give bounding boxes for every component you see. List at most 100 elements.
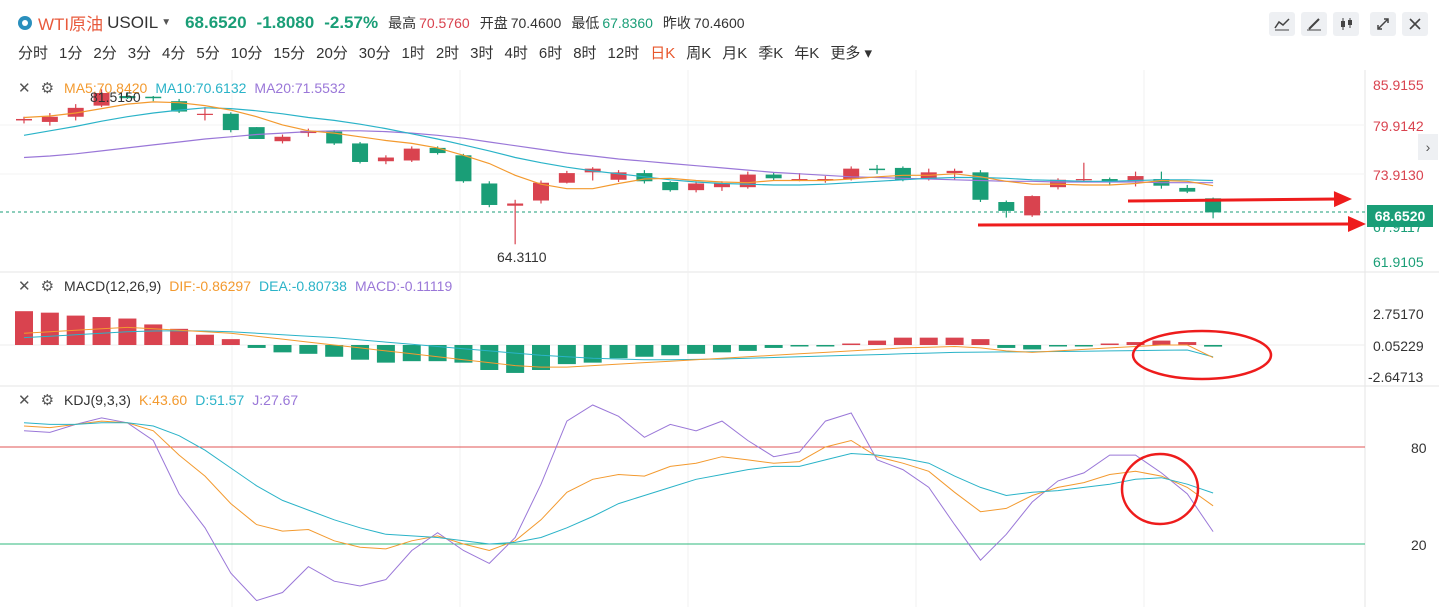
annotation-arrow-upper-head — [1333, 191, 1352, 208]
header-bar: WTI原油 USOIL ▼ 68.6520 -1.8080 -2.57% 最高 … — [0, 0, 1439, 40]
low-price-annotation: 64.3110 — [497, 249, 547, 265]
period-5[interactable]: 5分 — [196, 45, 220, 62]
chevron-right-icon[interactable]: › — [1418, 134, 1438, 160]
macd-bar-11 — [299, 345, 318, 354]
macd-bar-39 — [1023, 345, 1042, 350]
symbol-name[interactable]: WTI原油 — [38, 15, 104, 34]
period-9[interactable]: 30分 — [358, 45, 391, 62]
macd-bar-27 — [712, 345, 731, 353]
period-17[interactable]: 日K — [650, 45, 676, 62]
macd-bar-21 — [557, 345, 576, 365]
close-kdj-icon[interactable]: ✕ — [18, 392, 31, 409]
macd-dif-legend: DIF:-0.86297 — [169, 278, 252, 294]
period-20[interactable]: 季K — [758, 45, 784, 62]
period-14[interactable]: 6时 — [538, 45, 563, 62]
kdj-title: KDJ(9,3,3) — [64, 392, 131, 408]
macd-hist-legend: MACD:-0.11119 — [354, 278, 453, 294]
macd-bar-18 — [480, 345, 499, 370]
current-price-tag: 68.6520 — [1367, 205, 1433, 227]
shrink-icon[interactable] — [1370, 12, 1396, 36]
y-tick-macd-0: 2.75170 — [1373, 306, 1424, 322]
candle-body-37 — [972, 172, 989, 200]
period-11[interactable]: 2时 — [435, 45, 460, 62]
period-15[interactable]: 8时 — [573, 45, 597, 62]
candle-body-29 — [765, 174, 782, 179]
close-icon[interactable] — [1402, 12, 1428, 36]
chart-toolbar — [1263, 12, 1359, 36]
period-3[interactable]: 3分 — [127, 45, 152, 62]
period-13[interactable]: 4时 — [504, 45, 528, 62]
candle-body-3 — [93, 93, 110, 106]
candle-body-42 — [1101, 179, 1118, 182]
period-10[interactable]: 1时 — [401, 45, 425, 62]
ma20-legend: MA20:71.5532 — [254, 80, 346, 96]
period-4[interactable]: 4分 — [162, 45, 186, 62]
macd-settings-icon[interactable]: ⚙ — [40, 278, 55, 295]
symbol-code[interactable]: USOIL — [107, 12, 159, 32]
candle-body-7 — [196, 113, 213, 115]
candle-body-8 — [222, 113, 239, 131]
ma20-line — [23, 130, 1214, 184]
macd-bar-1 — [40, 312, 59, 345]
macd-bar-46 — [1204, 345, 1223, 347]
kdj-settings-icon[interactable]: ⚙ — [40, 392, 55, 409]
y-tick-kdj-20: 20 — [1411, 537, 1427, 553]
macd-bar-40 — [1049, 345, 1067, 347]
macd-bar-34 — [893, 337, 912, 345]
high-label: 最高 — [388, 14, 417, 31]
candle-body-32 — [843, 168, 860, 180]
candle-icon[interactable] — [1333, 12, 1359, 36]
kline-chart[interactable] — [0, 70, 1439, 607]
period-2[interactable]: 2分 — [93, 45, 117, 62]
candle-body-27 — [713, 183, 730, 188]
period-1[interactable]: 1分 — [59, 45, 83, 62]
quote-row: WTI原油 USOIL ▼ 68.6520 -1.8080 -2.57% 最高 … — [18, 10, 755, 35]
period-22[interactable]: 更多 ▾ — [830, 45, 873, 62]
macd-bar-31 — [816, 345, 835, 347]
macd-bar-30 — [790, 345, 809, 347]
candle-body-34 — [894, 167, 911, 180]
annotation-arrow-upper-shaft — [1127, 197, 1339, 203]
macd-bar-20 — [532, 345, 550, 370]
candle-body-38 — [998, 202, 1015, 211]
low-label: 最低 — [571, 14, 600, 31]
candle-body-31 — [817, 179, 834, 181]
pen-icon[interactable] — [1301, 12, 1327, 36]
macd-bar-22 — [583, 345, 602, 363]
macd-bar-23 — [609, 345, 628, 359]
macd-bar-28 — [738, 345, 757, 351]
candle-body-16 — [429, 147, 446, 154]
candle-body-17 — [455, 155, 472, 182]
period-21[interactable]: 年K — [794, 45, 820, 62]
ma10-legend: MA10:70.6132 — [155, 80, 247, 96]
period-18[interactable]: 周K — [686, 45, 712, 62]
macd-bar-19 — [506, 345, 525, 373]
low-value: 67.8360 — [602, 14, 653, 31]
kdj-j-legend: J:27.67 — [252, 392, 299, 408]
y-tick-main-4: 61.9105 — [1373, 254, 1424, 270]
symbol-dropdown-icon[interactable]: ▼ — [161, 17, 172, 28]
annotation-arrow-lower-shaft — [977, 222, 1353, 227]
period-7[interactable]: 15分 — [273, 45, 306, 62]
prev-close-value: 70.4600 — [693, 14, 745, 31]
candle-body-0 — [16, 118, 32, 121]
candle-body-19 — [507, 203, 524, 206]
macd-dea-legend: DEA:-0.80738 — [259, 278, 347, 294]
main-pane-header: ✕ ⚙ MA5:70.8420 MA10:70.6132 MA20:71.553… — [18, 79, 353, 97]
period-8[interactable]: 20分 — [316, 45, 348, 62]
period-19[interactable]: 月K — [722, 45, 748, 62]
settings-gear-icon[interactable]: ⚙ — [40, 80, 55, 97]
close-pane-icon[interactable]: ✕ — [18, 80, 31, 97]
period-12[interactable]: 3时 — [470, 45, 494, 62]
period-0[interactable]: 分时 — [18, 45, 49, 62]
period-16[interactable]: 12时 — [607, 45, 640, 62]
period-6[interactable]: 10分 — [230, 45, 263, 62]
candle-body-36 — [946, 170, 963, 174]
line-chart-icon[interactable] — [1269, 12, 1295, 36]
candle-body-26 — [688, 183, 705, 191]
candle-body-14 — [377, 157, 394, 162]
macd-bar-10 — [273, 345, 292, 353]
macd-pane-header: ✕ ⚙ MACD(12,26,9) DIF:-0.86297 DEA:-0.80… — [18, 277, 460, 295]
prev-close-label: 昨收 — [662, 14, 691, 31]
close-macd-icon[interactable]: ✕ — [18, 278, 31, 295]
